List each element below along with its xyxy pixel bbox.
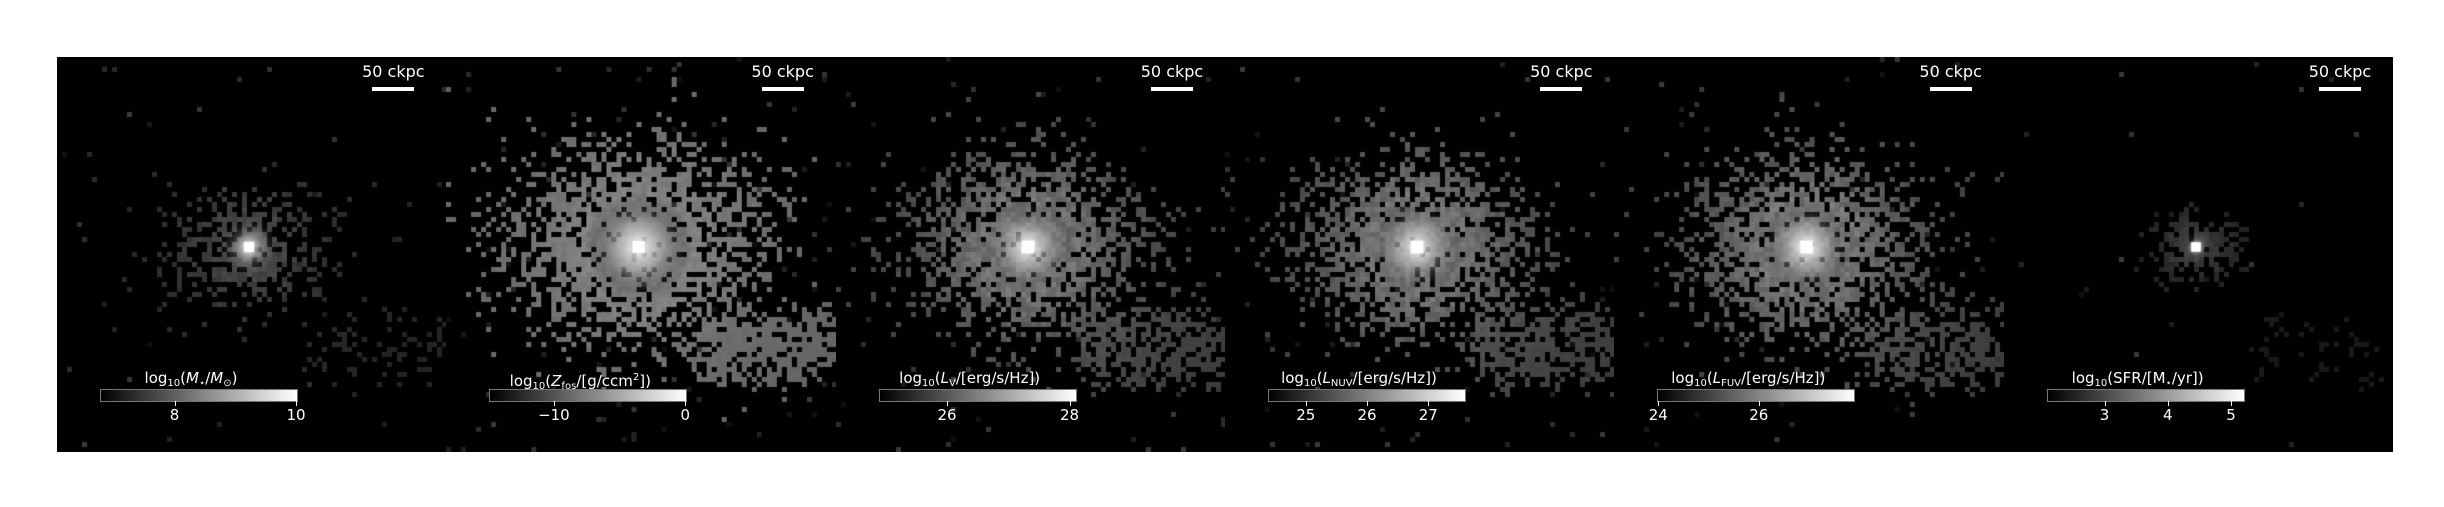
colorbar-gradient <box>878 389 1077 402</box>
scalebar: 50 ckpc <box>358 63 428 91</box>
colorbar-tick-label: 0 <box>680 406 691 424</box>
colorbar-tick-label: 28 <box>1059 406 1080 424</box>
colorbar-tick <box>685 401 687 406</box>
colorbar-label: log10(Zfos/[g/ccm2]) <box>509 372 651 392</box>
scalebar-label: 50 ckpc <box>362 62 425 81</box>
scalebar-line <box>1150 87 1193 91</box>
colorbar-tick-label: 10 <box>286 406 306 424</box>
colorbar-tick-label: 25 <box>1296 406 1316 424</box>
scalebar-label: 50 ckpc <box>751 62 814 81</box>
colorbar-tick-label: 3 <box>2099 406 2110 424</box>
scalebar-line <box>1929 87 1972 91</box>
colorbar-gradient <box>100 389 298 402</box>
colorbar-tick-label: 4 <box>2162 406 2173 424</box>
colorbar-gradient <box>1657 389 1856 402</box>
colorbar-tick <box>553 401 555 406</box>
panel-luminosity-fuv: 50 ckpc log10(LFUV/[erg/s/Hz]) 24 26 <box>1614 57 2004 452</box>
colorbar-label: log10(LFUV/[erg/s/Hz]) <box>1671 369 1826 389</box>
colorbar-tick <box>947 401 949 406</box>
map-stellar-mass <box>57 57 447 452</box>
panel-sfr: 50 ckpc log10(SFR/[M⋆/yr]) 3 4 5 <box>2003 57 2393 452</box>
colorbar-tick <box>174 401 176 406</box>
colorbar-tick-label: 27 <box>1418 406 1438 424</box>
map-metals <box>446 57 836 452</box>
colorbar-gradient <box>489 389 688 402</box>
colorbar-tick-label: −10 <box>538 406 570 424</box>
scalebar-label: 50 ckpc <box>1530 62 1593 81</box>
colorbar-tick <box>2167 401 2169 406</box>
colorbar-label: log10(M⋆/M⊙) <box>144 369 238 389</box>
panel-metals: 50 ckpc log10(Zfos/[g/ccm2]) −10 0 <box>446 57 836 452</box>
panel-luminosity-nuv: 50 ckpc log10(LNUV/[erg/s/Hz]) 25 26 27 <box>1224 57 1615 452</box>
colorbar-tick <box>2104 401 2106 406</box>
scalebar: 50 ckpc <box>1916 63 1986 91</box>
map-luminosity-v <box>835 57 1225 452</box>
colorbar-gradient <box>2046 389 2245 402</box>
colorbar-tick <box>1658 401 1660 406</box>
colorbar-tick-label: 8 <box>169 406 180 424</box>
panel-stellar-mass: 50 ckpc log10(M⋆/M⊙) 8 10 <box>57 57 447 452</box>
scalebar-label: 50 ckpc <box>1919 62 1982 81</box>
colorbar-tick <box>1758 401 1760 406</box>
colorbar-tick <box>1069 401 1071 406</box>
scalebar: 50 ckpc <box>1526 63 1596 91</box>
map-sfr <box>2003 57 2393 452</box>
scalebar-line <box>761 87 804 91</box>
scalebar-line <box>2318 87 2361 91</box>
panel-luminosity-v: 50 ckpc log10(LV/[erg/s/Hz]) 26 28 <box>835 57 1225 452</box>
colorbar-tick-label: 24 <box>1648 406 1668 424</box>
colorbar-tick <box>2230 401 2232 406</box>
scalebar: 50 ckpc <box>1137 63 1207 91</box>
colorbar-tick-label: 26 <box>1749 406 1769 424</box>
colorbar-tick <box>1366 401 1368 406</box>
colorbar-tick-label: 26 <box>1357 406 1377 424</box>
scalebar: 50 ckpc <box>748 63 818 91</box>
image-strip: 50 ckpc log10(M⋆/M⊙) 8 10 50 ckpc log10(Z… <box>57 57 2393 452</box>
colorbar-gradient <box>1267 389 1466 402</box>
map-luminosity-fuv <box>1614 57 2004 452</box>
colorbar-label: log10(SFR/[M⋆/yr]) <box>2071 369 2204 389</box>
colorbar-tick-label: 26 <box>937 406 957 424</box>
colorbar-tick-label: 5 <box>2226 406 2236 424</box>
map-luminosity-nuv <box>1224 57 1615 452</box>
colorbar-tick <box>296 401 297 406</box>
colorbar-label: log10(LV/[erg/s/Hz]) <box>899 369 1041 389</box>
colorbar-tick <box>1305 401 1307 406</box>
scalebar-line <box>372 87 415 91</box>
colorbar-tick <box>1428 401 1430 406</box>
colorbar-label: log10(LNUV/[erg/s/Hz]) <box>1281 369 1437 389</box>
scalebar-label: 50 ckpc <box>2308 62 2372 81</box>
scalebar-label: 50 ckpc <box>1140 62 1204 81</box>
scalebar-line <box>1540 87 1583 91</box>
scalebar: 50 ckpc <box>2305 63 2375 91</box>
